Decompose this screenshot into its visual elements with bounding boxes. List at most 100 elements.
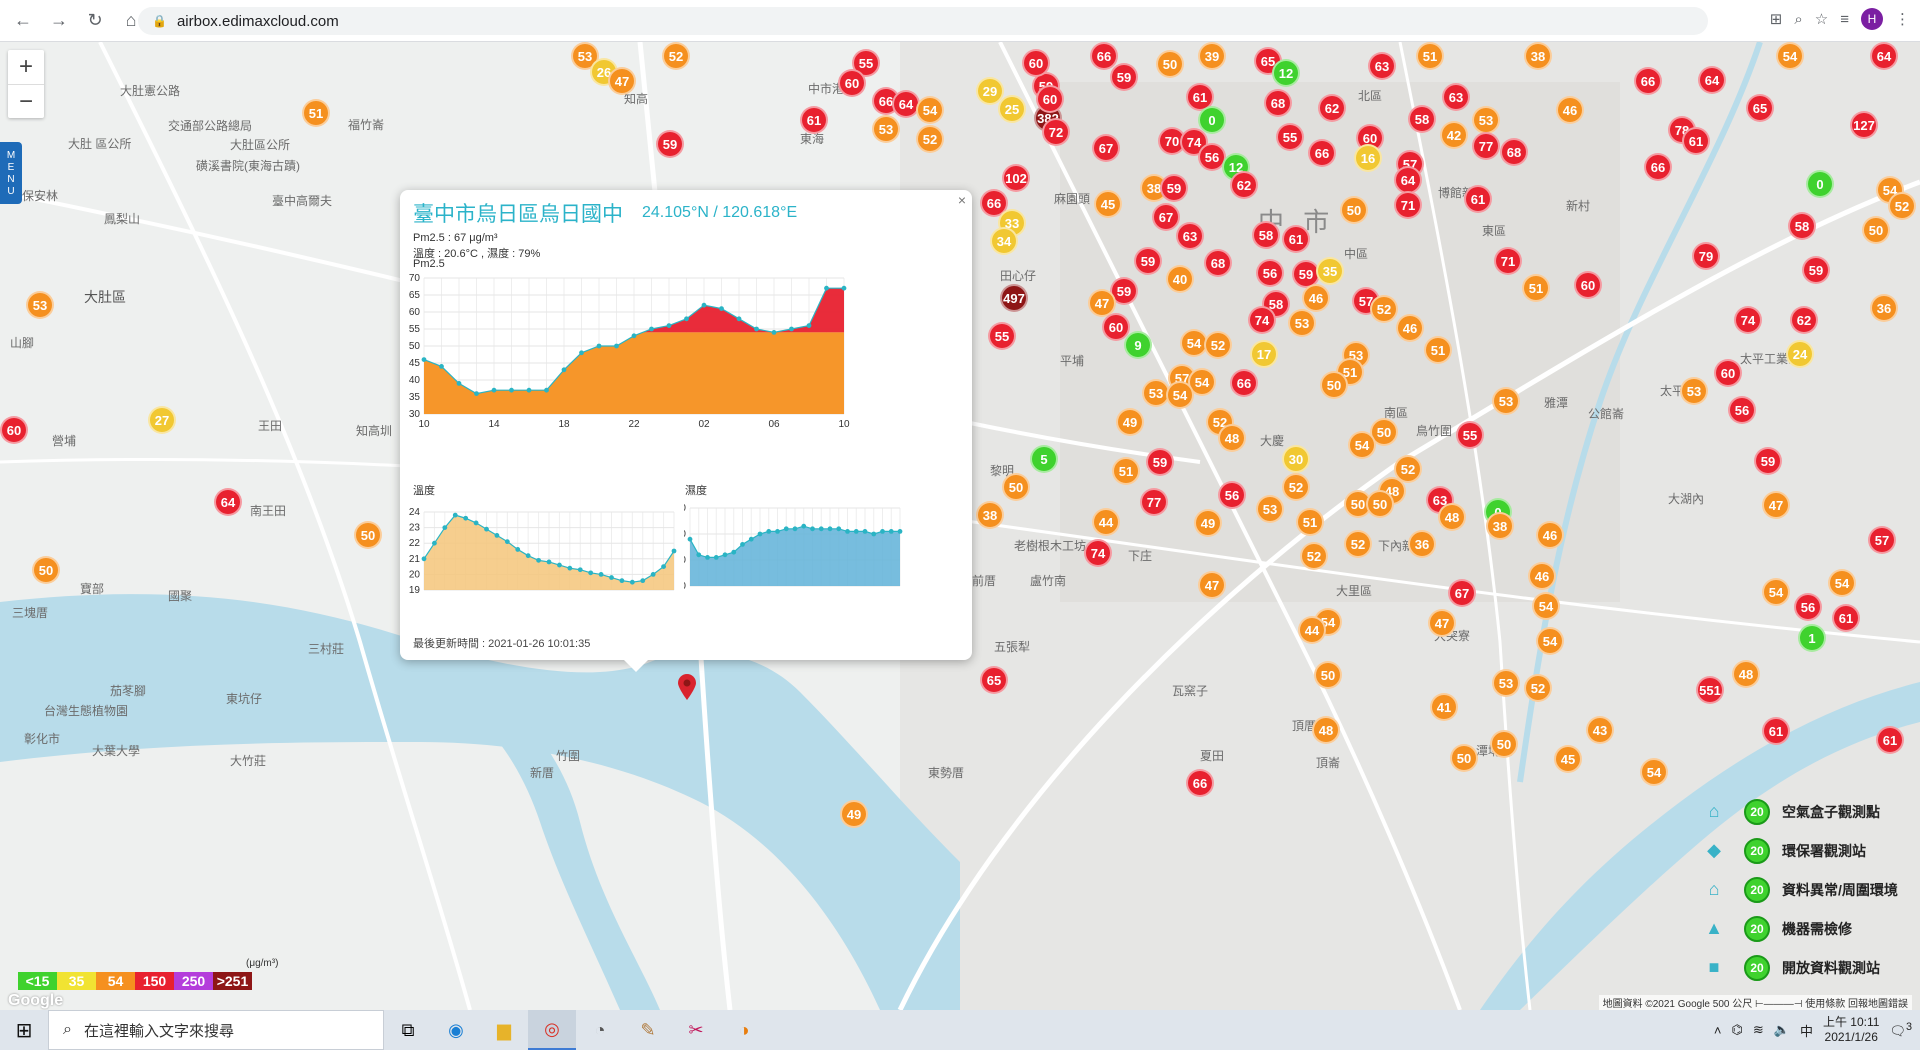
- sensor-marker[interactable]: 51: [1296, 508, 1324, 536]
- network-icon[interactable]: ⌬: [1731, 1022, 1743, 1037]
- sensor-marker[interactable]: 54: [1180, 329, 1208, 357]
- sensor-marker[interactable]: 71: [1494, 247, 1522, 275]
- sensor-marker[interactable]: 47: [1088, 289, 1116, 317]
- sensor-marker[interactable]: 47: [1428, 609, 1456, 637]
- sensor-marker[interactable]: 12: [1272, 59, 1300, 87]
- sensor-marker[interactable]: 42: [1440, 121, 1468, 149]
- sensor-marker[interactable]: 68: [1264, 89, 1292, 117]
- sensor-marker[interactable]: 50: [1320, 371, 1348, 399]
- sensor-marker[interactable]: 47: [1198, 571, 1226, 599]
- sensor-marker[interactable]: 25: [998, 95, 1026, 123]
- sensor-marker[interactable]: 51: [302, 99, 330, 127]
- sensor-marker[interactable]: 63: [1176, 222, 1204, 250]
- sensor-marker[interactable]: 60: [1036, 85, 1064, 113]
- sensor-marker[interactable]: 60: [838, 69, 866, 97]
- sensor-marker[interactable]: 53: [872, 115, 900, 143]
- sensor-marker[interactable]: 16: [1354, 144, 1382, 172]
- sensor-marker[interactable]: 50: [32, 556, 60, 584]
- sensor-marker[interactable]: 49: [1116, 408, 1144, 436]
- sensor-marker[interactable]: 48: [1732, 660, 1760, 688]
- sensor-marker[interactable]: 52: [1282, 473, 1310, 501]
- sensor-marker[interactable]: 64: [1698, 66, 1726, 94]
- sensor-marker[interactable]: 50: [1370, 418, 1398, 446]
- sensor-marker[interactable]: 54: [1532, 592, 1560, 620]
- sensor-marker[interactable]: 72: [1042, 118, 1070, 146]
- sensor-marker[interactable]: 52: [916, 125, 944, 153]
- sensor-marker[interactable]: 68: [1204, 249, 1232, 277]
- sensor-marker[interactable]: 54: [1166, 381, 1194, 409]
- sensor-marker[interactable]: 58: [1788, 212, 1816, 240]
- sensor-marker[interactable]: 67: [1092, 134, 1120, 162]
- edge-icon[interactable]: ◉: [448, 1019, 464, 1040]
- sensor-marker[interactable]: 51: [1424, 336, 1452, 364]
- sensor-marker[interactable]: 36: [1408, 530, 1436, 558]
- sensor-marker[interactable]: 58: [1252, 221, 1280, 249]
- zoom-icon[interactable]: ⌕: [1794, 10, 1803, 28]
- sensor-marker[interactable]: 54: [1188, 368, 1216, 396]
- sensor-marker[interactable]: 77: [1472, 132, 1500, 160]
- sensor-marker[interactable]: 71: [1394, 191, 1422, 219]
- sensor-marker[interactable]: 127: [1850, 111, 1878, 139]
- sensor-marker[interactable]: 497: [1000, 284, 1028, 312]
- sensor-marker[interactable]: 66: [1186, 769, 1214, 797]
- speaker-icon[interactable]: 🔈: [1773, 1022, 1790, 1037]
- sensor-marker[interactable]: 54: [1776, 42, 1804, 70]
- sensor-marker[interactable]: 55: [988, 322, 1016, 350]
- sensor-marker[interactable]: 1: [1798, 624, 1826, 652]
- sensor-marker[interactable]: 59: [1146, 448, 1174, 476]
- reading-list-icon[interactable]: ≡: [1840, 10, 1849, 28]
- sensor-marker[interactable]: 50: [1862, 216, 1890, 244]
- sensor-marker[interactable]: 74: [1084, 539, 1112, 567]
- sensor-marker[interactable]: 45: [1554, 745, 1582, 773]
- sensor-marker[interactable]: 50: [1450, 744, 1478, 772]
- notification-icon[interactable]: 🗨3: [1889, 1020, 1912, 1039]
- sensor-marker[interactable]: 53: [1472, 106, 1500, 134]
- file-explorer-icon[interactable]: ▆: [497, 1019, 511, 1040]
- sensor-marker[interactable]: 43: [1586, 716, 1614, 744]
- sensor-marker[interactable]: 52: [1204, 331, 1232, 359]
- app-icon-pen[interactable]: ✎: [640, 1019, 656, 1040]
- sensor-marker[interactable]: 50: [1002, 473, 1030, 501]
- sensor-marker[interactable]: 49: [1194, 509, 1222, 537]
- sensor-marker[interactable]: 17: [1250, 340, 1278, 368]
- sensor-marker[interactable]: 55: [1276, 123, 1304, 151]
- chrome-icon[interactable]: ◎: [528, 1010, 576, 1050]
- sensor-marker[interactable]: 44: [1298, 616, 1326, 644]
- sensor-marker[interactable]: 66: [1090, 42, 1118, 70]
- sensor-marker[interactable]: 60: [0, 416, 28, 444]
- sensor-marker[interactable]: 68: [1500, 138, 1528, 166]
- sensor-marker[interactable]: 61: [1762, 717, 1790, 745]
- sensor-marker[interactable]: 66: [1308, 139, 1336, 167]
- sensor-marker[interactable]: 56: [1218, 481, 1246, 509]
- sensor-marker[interactable]: 74: [1248, 306, 1276, 334]
- sensor-marker[interactable]: 54: [1536, 627, 1564, 655]
- sensor-marker[interactable]: 74: [1734, 306, 1762, 334]
- zoom-out-button[interactable]: −: [8, 84, 44, 118]
- sensor-marker[interactable]: 38: [976, 501, 1004, 529]
- sensor-marker[interactable]: 53: [1256, 495, 1284, 523]
- sensor-marker[interactable]: 54: [916, 96, 944, 124]
- sensor-marker[interactable]: 56: [1728, 396, 1756, 424]
- sensor-marker[interactable]: 30: [1282, 445, 1310, 473]
- sensor-marker[interactable]: 51: [1416, 42, 1444, 70]
- app-icon-snip[interactable]: ✂: [688, 1019, 704, 1040]
- sensor-marker[interactable]: 65: [980, 666, 1008, 694]
- sensor-marker[interactable]: 66: [1230, 369, 1258, 397]
- sensor-marker[interactable]: 48: [1312, 716, 1340, 744]
- sensor-marker[interactable]: 59: [1160, 174, 1188, 202]
- sensor-marker[interactable]: 59: [1754, 447, 1782, 475]
- sensor-marker[interactable]: 59: [1802, 256, 1830, 284]
- sensor-marker[interactable]: 61: [1464, 185, 1492, 213]
- sensor-marker[interactable]: 61: [800, 106, 828, 134]
- sensor-marker[interactable]: 5: [1030, 445, 1058, 473]
- sensor-marker[interactable]: 77: [1140, 488, 1168, 516]
- sensor-marker[interactable]: 54: [1762, 578, 1790, 606]
- sensor-marker[interactable]: 64: [1394, 166, 1422, 194]
- sensor-marker[interactable]: 53: [1492, 387, 1520, 415]
- sensor-marker[interactable]: 41: [1430, 693, 1458, 721]
- sensor-marker[interactable]: 40: [1166, 265, 1194, 293]
- sensor-marker[interactable]: 53: [1680, 377, 1708, 405]
- sensor-marker[interactable]: 59: [1110, 63, 1138, 91]
- sensor-marker[interactable]: 53: [1492, 669, 1520, 697]
- sensor-marker[interactable]: 27: [148, 406, 176, 434]
